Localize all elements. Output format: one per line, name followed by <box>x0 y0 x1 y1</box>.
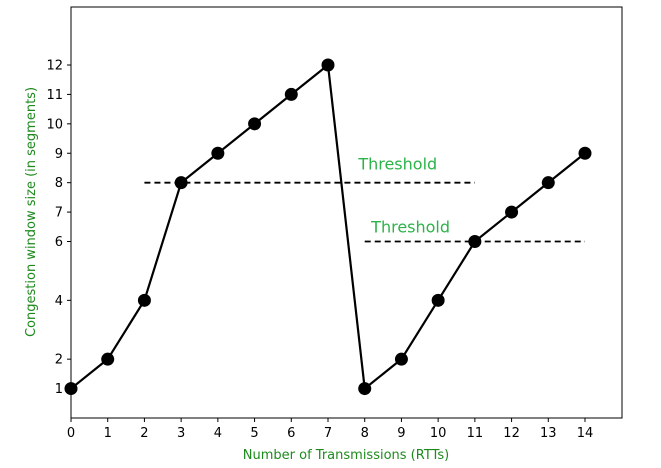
threshold-annotation: Threshold <box>370 218 450 237</box>
x-tick-label: 13 <box>540 426 557 441</box>
data-point <box>64 382 78 396</box>
data-point <box>137 293 151 307</box>
plot-frame <box>70 6 623 419</box>
x-tick-label: 8 <box>361 426 369 441</box>
x-axis-label: Number of Transmissions (RTTs) <box>243 448 449 463</box>
data-series <box>64 58 592 396</box>
x-tick-label: 12 <box>503 426 520 441</box>
x-tick-label: 7 <box>324 426 332 441</box>
threshold-annotation: Threshold <box>357 154 437 173</box>
y-tick-label: 12 <box>46 59 63 74</box>
series-line <box>70 63 586 390</box>
x-tick-label: 0 <box>67 426 75 441</box>
y-tick-label: 8 <box>55 176 63 191</box>
x-tick-label: 14 <box>577 426 594 441</box>
y-tick-label: 9 <box>55 147 63 162</box>
data-point <box>284 87 298 101</box>
y-tick-label: 1 <box>55 382 63 397</box>
data-point <box>578 146 592 160</box>
data-point <box>174 176 188 190</box>
x-tick-label: 6 <box>287 426 295 441</box>
x-tick-label: 10 <box>430 426 447 441</box>
data-point <box>321 58 335 72</box>
y-tick-label: 4 <box>55 294 63 309</box>
data-point <box>541 176 555 190</box>
x-tick-label: 3 <box>177 426 185 441</box>
data-point <box>394 352 408 366</box>
y-tick-label: 2 <box>55 353 63 368</box>
data-point <box>358 382 372 396</box>
threshold-lines <box>144 181 585 243</box>
data-point <box>248 117 262 131</box>
x-axis-ticks: 0 1 2 3 4 5 6 7 8 9 10 11 12 13 14 <box>67 418 593 441</box>
y-tick-label: 10 <box>46 117 63 132</box>
x-tick-label: 1 <box>104 426 112 441</box>
annotations: Threshold Threshold <box>357 154 450 236</box>
y-tick-label: 11 <box>46 88 63 103</box>
x-tick-label: 11 <box>467 426 484 441</box>
data-point <box>211 146 225 160</box>
x-tick-label: 4 <box>214 426 222 441</box>
data-point <box>101 352 115 366</box>
x-tick-label: 9 <box>397 426 405 441</box>
data-point <box>431 293 445 307</box>
x-tick-label: 5 <box>250 426 258 441</box>
data-point <box>505 205 519 219</box>
data-point <box>468 235 482 248</box>
y-axis-label: Congestion window size (in segments) <box>24 87 39 337</box>
y-tick-label: 7 <box>55 206 63 221</box>
y-tick-label: 6 <box>55 235 63 250</box>
x-tick-label: 2 <box>140 426 148 441</box>
